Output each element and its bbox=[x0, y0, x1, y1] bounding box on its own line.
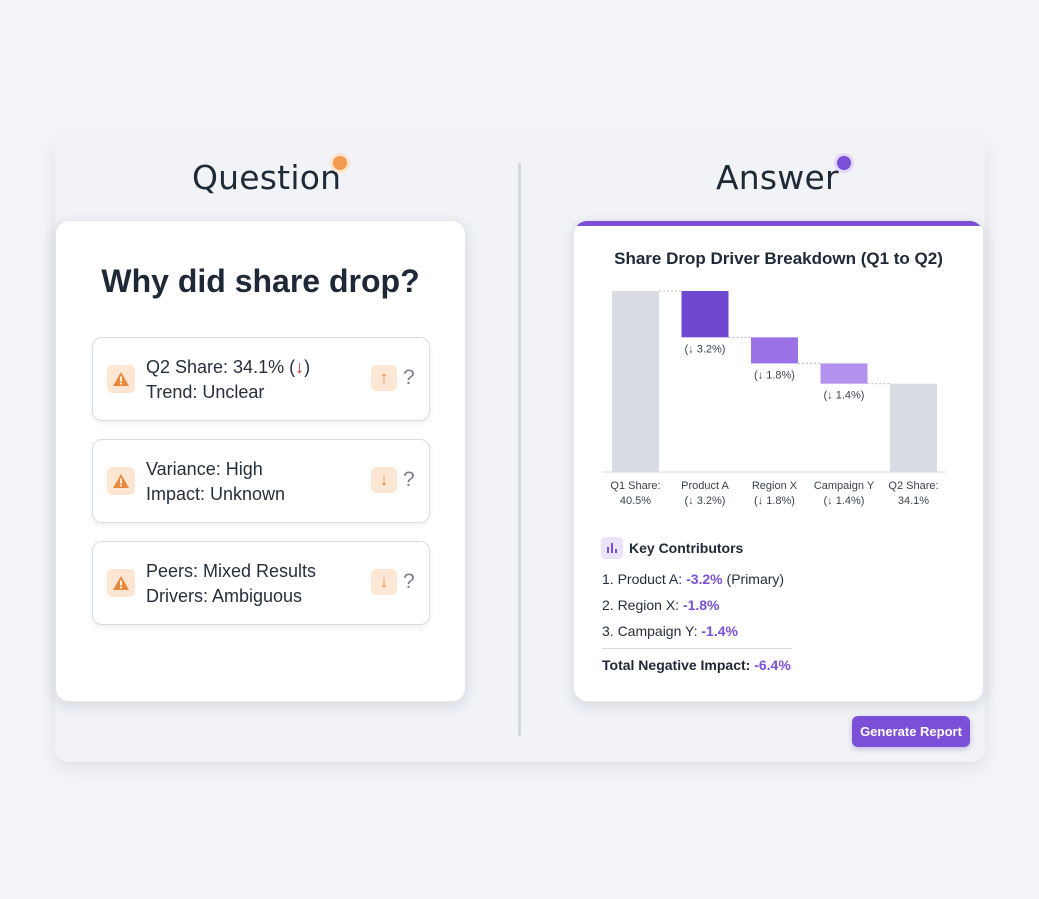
contributor-value: -1.4% bbox=[701, 623, 738, 639]
chart-tick-value: 34.1% bbox=[898, 495, 929, 507]
issue-line-secondary: Trend: Unclear bbox=[146, 382, 265, 402]
question-status-dot bbox=[333, 156, 347, 170]
contributor-item: 1. Product A: -3.2% (Primary) bbox=[602, 571, 785, 587]
chart-tick-label: Q2 Share: bbox=[888, 480, 938, 492]
question-card: Why did share drop? Q2 Share: 34.1% (↓) … bbox=[55, 220, 466, 702]
answer-card: Share Drop Driver Breakdown (Q1 to Q2) (… bbox=[573, 220, 984, 702]
chart-tick-label: Campaign Y bbox=[814, 480, 875, 492]
chart-tick-label: Region X bbox=[752, 480, 798, 492]
question-mark-icon: ? bbox=[403, 468, 415, 491]
chart-tick-value: (↓ 3.2%) bbox=[685, 495, 726, 507]
chart-bar bbox=[612, 291, 659, 472]
down-arrow-icon: ↓ bbox=[295, 357, 305, 377]
down-arrow-icon: ↓ bbox=[371, 569, 397, 595]
contributor-item: 3. Campaign Y: -1.4% bbox=[602, 623, 738, 639]
divider-rule bbox=[602, 648, 791, 649]
up-arrow-icon: ↑ bbox=[371, 365, 397, 391]
total-impact: Total Negative Impact: -6.4% bbox=[602, 657, 791, 673]
chart-bar bbox=[890, 383, 937, 472]
total-impact-value: -6.4% bbox=[754, 657, 791, 673]
question-heading: Question bbox=[192, 158, 342, 197]
issue-line-primary: Variance: High bbox=[146, 459, 263, 479]
question-title: Why did share drop? bbox=[101, 263, 420, 299]
chart-bar bbox=[681, 291, 729, 338]
issue-card-variance[interactable]: Variance: High Impact: Unknown ↓ ? bbox=[92, 439, 430, 523]
issue-card-peers[interactable]: Peers: Mixed Results Drivers: Ambiguous … bbox=[92, 541, 430, 625]
chart-data-label: (↓ 1.4%) bbox=[824, 390, 865, 402]
issue-line-secondary: Impact: Unknown bbox=[146, 484, 286, 504]
key-contributors-title: Key Contributors bbox=[629, 540, 744, 556]
bar-chart-icon bbox=[601, 537, 623, 559]
warning-icon bbox=[107, 467, 135, 495]
answer-status-dot bbox=[837, 156, 851, 170]
question-mark-icon: ? bbox=[403, 570, 415, 593]
chart-tick-label: Q1 Share: bbox=[610, 480, 660, 492]
contributor-item: 2. Region X: -1.8% bbox=[602, 597, 720, 613]
chart-bar bbox=[751, 337, 798, 364]
chart-tick-value: (↓ 1.8%) bbox=[754, 495, 795, 507]
contributor-value: -1.8% bbox=[682, 597, 720, 613]
issue-line-primary: Q2 Share: 34.1% (↓) bbox=[146, 357, 311, 377]
issue-line-primary: Peers: Mixed Results bbox=[146, 561, 317, 581]
issue-card-share[interactable]: Q2 Share: 34.1% (↓) Trend: Unclear ↑ ? bbox=[92, 337, 430, 421]
chart-title: Share Drop Driver Breakdown (Q1 to Q2) bbox=[614, 249, 943, 268]
answer-heading: Answer bbox=[716, 158, 839, 197]
warning-icon bbox=[107, 365, 135, 393]
question-mark-icon: ? bbox=[403, 366, 415, 389]
chart-data-label: (↓ 3.2%) bbox=[685, 343, 726, 355]
chart-bar bbox=[820, 363, 868, 384]
answer-accent-bar bbox=[574, 221, 983, 226]
chart-data-label: (↓ 1.8%) bbox=[754, 369, 795, 381]
generate-report-button[interactable]: Generate Report bbox=[852, 716, 970, 747]
issue-line-secondary: Drivers: Ambiguous bbox=[146, 586, 303, 606]
chart-tick-value: (↓ 1.4%) bbox=[824, 495, 865, 507]
column-divider bbox=[518, 163, 521, 736]
contributor-value: -3.2% bbox=[686, 571, 723, 587]
warning-icon bbox=[107, 569, 135, 597]
waterfall-chart: (↓ 3.2%) (↓ 1.8%) (↓ 1.4%) Q1 Share: 40.5% Pr… bbox=[602, 290, 946, 507]
down-arrow-icon: ↓ bbox=[371, 467, 397, 493]
chart-tick-value: 40.5% bbox=[620, 495, 651, 507]
chart-tick-label: Product A bbox=[681, 480, 729, 492]
